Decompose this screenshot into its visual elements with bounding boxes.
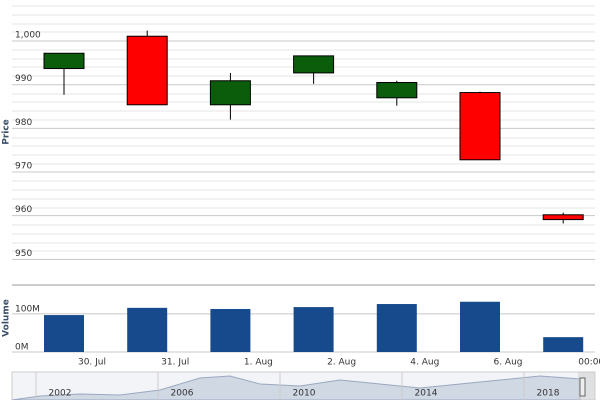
navigator-label: 2014 (415, 389, 438, 399)
candle-body (43, 52, 85, 70)
volume-bar (460, 301, 500, 352)
volume-bar (543, 337, 584, 352)
x-tick-label: 6. Aug (493, 358, 522, 368)
candle-body (459, 92, 501, 161)
y-tick-label: 980 (15, 118, 32, 128)
x-tick-label: 30. Jul (78, 358, 106, 368)
y-tick-label: 950 (15, 249, 32, 259)
y-tick-label: 990 (15, 74, 32, 84)
y-axis-title: Price (2, 119, 12, 145)
volume-bar (127, 307, 168, 352)
volume-bar (376, 304, 417, 352)
navigator-area (11, 375, 581, 400)
y-tick-label: 1,000 (15, 31, 41, 41)
candle-body (126, 35, 168, 106)
candle-body (209, 80, 251, 106)
candle-body (376, 82, 418, 99)
volume-tick-label: 100M (15, 304, 40, 314)
navigator-label: 2002 (49, 389, 72, 399)
y-tick-label: 960 (15, 205, 32, 215)
volume-bar (293, 307, 334, 352)
navigator-label: 2006 (171, 389, 194, 399)
candle-body (542, 214, 584, 221)
x-tick-label: 00:00 (578, 358, 600, 368)
volume-bar (210, 308, 251, 352)
navigator-label: 2010 (293, 389, 316, 399)
x-tick-label: 1. Aug (244, 358, 273, 368)
navigator-handle[interactable] (579, 377, 586, 397)
x-tick-label: 2. Aug (327, 358, 356, 368)
x-tick-label: 31. Jul (161, 358, 189, 368)
candle-body (293, 55, 335, 74)
x-tick-label: 4. Aug (410, 358, 439, 368)
volume-bar (44, 315, 84, 352)
y-tick-label: 970 (15, 162, 32, 172)
volume-axis-title: Volume (2, 299, 12, 337)
navigator-label: 2018 (537, 389, 560, 399)
volume-tick-label: 0M (15, 343, 29, 353)
